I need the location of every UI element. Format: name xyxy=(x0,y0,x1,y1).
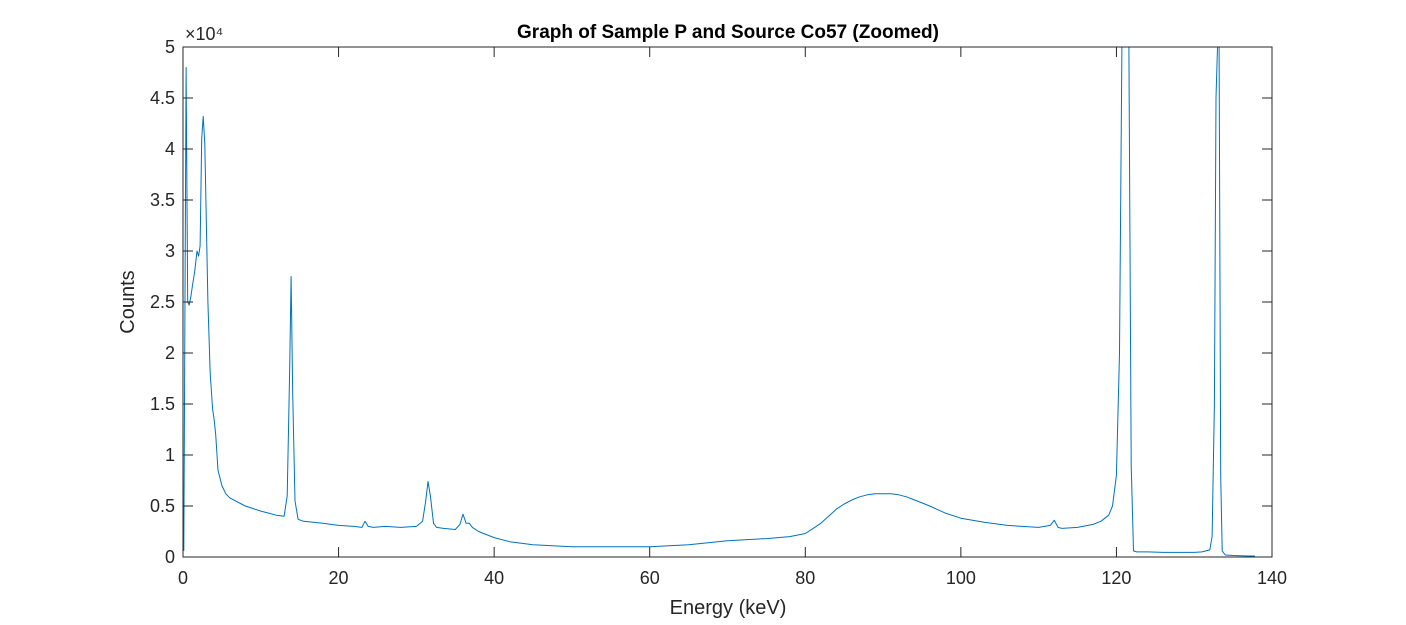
x-axis-label: Energy (keV) xyxy=(670,597,787,619)
y-tick-label-35000: 3.5 xyxy=(150,190,175,210)
y-tick-label-5000: 0.5 xyxy=(150,496,175,516)
y-tick-label-25000: 2.5 xyxy=(150,292,175,312)
y-tick-label-30000: 3 xyxy=(165,241,175,261)
x-tick-label-140: 140 xyxy=(1257,568,1287,588)
x-tick-label-120: 120 xyxy=(1101,568,1131,588)
chart-title: Graph of Sample P and Source Co57 (Zoome… xyxy=(517,22,939,43)
x-tick-label-0: 0 xyxy=(178,568,188,588)
y-tick-label-45000: 4.5 xyxy=(150,88,175,108)
y-axis-ticks: 0 0.5 1 1.5 2 2.5 3 3.5 4 4.5 5 xyxy=(150,37,1272,567)
y-tick-label-0: 0 xyxy=(165,547,175,567)
x-tick-label-60: 60 xyxy=(640,568,660,588)
x-tick-label-100: 100 xyxy=(946,568,976,588)
y-tick-label-50000: 5 xyxy=(165,37,175,57)
y-axis-label: Counts xyxy=(117,270,139,333)
y-tick-label-40000: 4 xyxy=(165,139,175,159)
y-tick-label-10000: 1 xyxy=(165,445,175,465)
y-exponent-label: ×10⁴ xyxy=(185,24,223,44)
y-tick-label-20000: 2 xyxy=(165,343,175,363)
plot-area xyxy=(183,47,1272,557)
x-axis-ticks: 0 20 40 60 80 100 120 140 xyxy=(178,47,1287,588)
x-tick-label-40: 40 xyxy=(484,568,504,588)
x-tick-label-20: 20 xyxy=(329,568,349,588)
x-tick-label-80: 80 xyxy=(795,568,815,588)
y-tick-label-15000: 1.5 xyxy=(150,394,175,414)
